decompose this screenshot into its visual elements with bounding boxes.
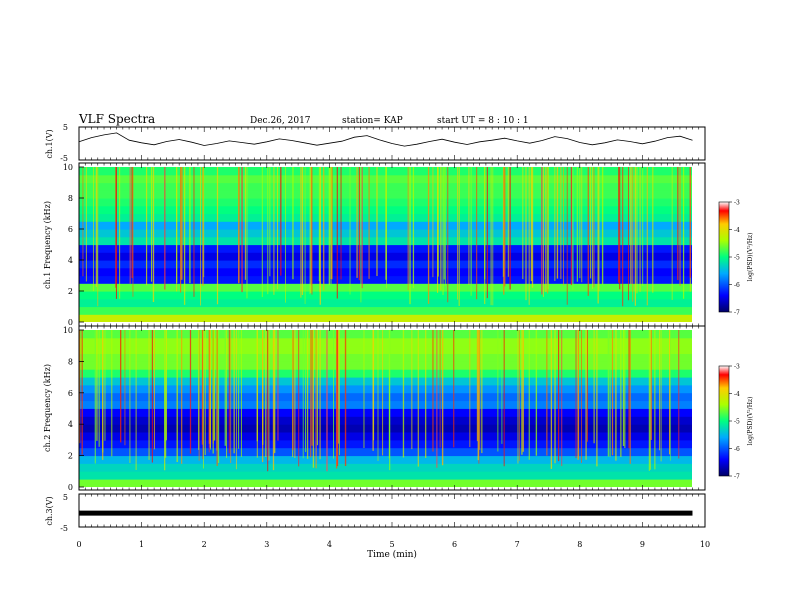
y-tick-label: 8 bbox=[68, 357, 73, 366]
spectrogram-band bbox=[79, 455, 692, 464]
y-tick-label: 10 bbox=[63, 163, 73, 172]
ch1-spectrogram-ylabel: ch.1 Frequency (kHz) bbox=[43, 201, 52, 289]
y-tick-label: 2 bbox=[68, 452, 73, 461]
spectrogram-band bbox=[79, 400, 692, 409]
x-tick-label: 0 bbox=[76, 540, 81, 549]
spectrogram-band bbox=[79, 283, 692, 292]
colorbar-tick-label: -3 bbox=[734, 200, 740, 207]
spectrogram-band bbox=[79, 471, 692, 480]
y-tick-label: 2 bbox=[68, 287, 73, 296]
spectrogram-band bbox=[79, 392, 692, 402]
spectrogram-band bbox=[79, 306, 692, 315]
ch3-waveform-panel: 5 -5 ch.3(V) bbox=[45, 493, 706, 533]
chart-title: VLF Spectra bbox=[78, 112, 155, 126]
colorbar-tick-label: -4 bbox=[734, 391, 740, 398]
spectrogram-band bbox=[79, 361, 692, 370]
x-tick-label: 5 bbox=[389, 540, 394, 549]
colorbar-tick-label: -5 bbox=[734, 419, 740, 426]
y-tick-label: 10 bbox=[63, 326, 73, 335]
ch1-colorbar: -3 -4 -5 -6 -7 log(PSD)(V²/Hz) bbox=[718, 200, 754, 317]
ch2-colorbar: -3 -4 -5 -6 -7 log(PSD)(V²/Hz) bbox=[718, 364, 754, 481]
ch1-spectrogram-image bbox=[79, 167, 692, 322]
ch2-spectrogram-image bbox=[79, 330, 692, 487]
date-label: Dec.26, 2017 bbox=[250, 116, 311, 126]
colorbar-tick-label: -3 bbox=[734, 364, 740, 371]
colorbar-tick-label: -6 bbox=[734, 446, 740, 453]
spectrogram-band bbox=[79, 408, 692, 417]
spectrogram-band bbox=[79, 345, 692, 354]
ch1-ytick-top: 5 bbox=[63, 123, 68, 132]
y-tick-label: 4 bbox=[68, 420, 73, 429]
ch1-waveform-panel: 5 -5 ch.1(V) bbox=[45, 123, 706, 163]
spectrogram-band bbox=[79, 314, 692, 322]
spectrogram-band bbox=[79, 384, 692, 394]
spectrogram-band bbox=[79, 463, 692, 472]
ch1-ytick-bottom: -5 bbox=[60, 154, 68, 163]
colorbar-tick-label: -4 bbox=[734, 227, 740, 234]
spectrogram-band bbox=[79, 424, 692, 433]
spectrogram-band bbox=[79, 337, 692, 347]
spectrogram-band bbox=[79, 432, 692, 441]
ch2-colorbar-label: log(PSD)(V²/Hz) bbox=[747, 397, 754, 446]
spectrogram-band bbox=[79, 298, 692, 308]
spectrogram-band bbox=[79, 291, 692, 300]
spectrogram-band bbox=[79, 439, 692, 449]
ch3-ytick-top: 5 bbox=[63, 493, 68, 502]
spectrogram-band bbox=[79, 369, 692, 378]
y-tick-label: 4 bbox=[68, 256, 73, 265]
x-tick-label: 7 bbox=[515, 540, 520, 549]
x-tick-label: 1 bbox=[139, 540, 144, 549]
x-axis-label: Time (min) bbox=[367, 549, 417, 560]
colorbar-tick-label: -6 bbox=[734, 282, 740, 289]
colorbar-tick-label: -7 bbox=[734, 310, 740, 317]
ch2-colorbar-gradient bbox=[718, 365, 730, 477]
x-axis-ticks: 0 1 2 3 4 5 6 7 8 9 10 bbox=[76, 127, 710, 549]
spectrogram-band bbox=[79, 447, 692, 457]
ch1-spectrogram-panel: 0 2 4 6 8 10 ch.1 Frequency (kHz) bbox=[43, 162, 706, 327]
spectrogram-band bbox=[79, 479, 692, 487]
y-tick-label: 6 bbox=[68, 225, 73, 234]
ch1-colorbar-label: log(PSD)(V²/Hz) bbox=[747, 233, 754, 282]
x-tick-label: 2 bbox=[202, 540, 207, 549]
spectrogram-band bbox=[79, 353, 692, 362]
spectrogram-band bbox=[79, 377, 692, 386]
x-tick-label: 4 bbox=[327, 540, 332, 549]
x-tick-label: 8 bbox=[577, 540, 582, 549]
ch2-spectrogram-ylabel: ch.2 Frequency (kHz) bbox=[43, 364, 52, 452]
spectrogram-band bbox=[79, 416, 692, 425]
start-time-label: start UT = 8 : 10 : 1 bbox=[437, 116, 529, 126]
y-tick-label: 0 bbox=[68, 318, 73, 327]
ch1-waveform-ylabel: ch.1(V) bbox=[45, 129, 54, 158]
ch1-waveform-line bbox=[78, 132, 693, 147]
x-tick-label: 10 bbox=[700, 540, 710, 549]
x-tick-label: 3 bbox=[264, 540, 269, 549]
spectrogram-band bbox=[79, 330, 692, 339]
ch3-waveform-ylabel: ch.3(V) bbox=[45, 496, 54, 525]
ch2-spectrogram-panel: 0 2 4 6 8 10 ch.2 Frequency (kHz) bbox=[43, 325, 706, 492]
colorbar-tick-label: -5 bbox=[734, 255, 740, 262]
y-tick-label: 6 bbox=[68, 389, 73, 398]
x-tick-label: 9 bbox=[640, 540, 645, 549]
station-label: station= KAP bbox=[342, 116, 403, 126]
y-tick-label: 0 bbox=[68, 483, 73, 492]
ch1-colorbar-gradient bbox=[718, 201, 730, 313]
ch3-ytick-bottom: -5 bbox=[60, 524, 68, 533]
x-tick-label: 6 bbox=[452, 540, 457, 549]
colorbar-tick-label: -7 bbox=[734, 474, 740, 481]
y-tick-label: 8 bbox=[68, 194, 73, 203]
